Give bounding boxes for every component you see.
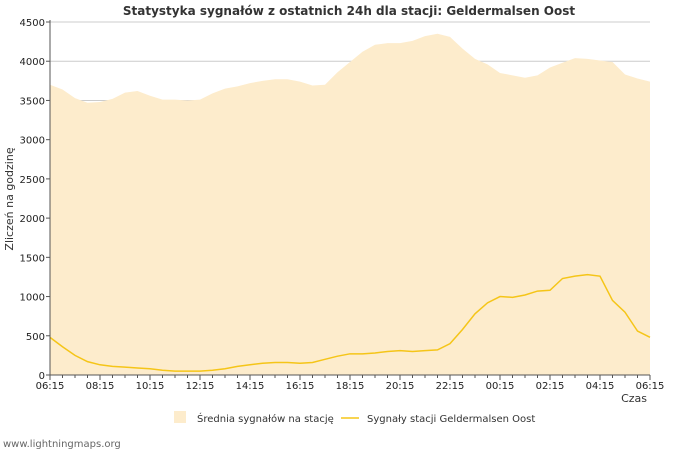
y-tick-label: 3000 [20,136,45,147]
legend-area-label: Średnia sygnałów na stację [197,412,334,425]
y-tick-label: 1500 [20,253,45,264]
x-tick-label: 10:15 [136,381,165,392]
station-signals-line [49,273,651,372]
x-tick-label: 16:15 [286,381,315,392]
average-signals-area [50,33,650,376]
y-tick-label: 4500 [20,18,45,29]
x-tick-label: 04:15 [586,381,615,392]
y-axis-label: Zliczeń na godzinę [3,147,16,250]
y-tick-label: 0 [39,371,45,382]
x-tick-label: 08:15 [86,381,115,392]
legend: Średnia sygnałów na stację Sygnały stacj… [174,411,535,425]
x-tick-label: 14:15 [236,381,265,392]
y-tick-label: 4000 [20,57,45,68]
y-tick-label: 500 [26,332,45,343]
x-tick-label: 06:15 [636,381,665,392]
x-tick-label: 12:15 [186,381,215,392]
y-tick-label: 1000 [20,293,45,304]
y-tick-label: 2000 [20,214,45,225]
x-tick-label: 18:15 [336,381,365,392]
y-tick-label: 2500 [20,175,45,186]
legend-line-label: Sygnały stacji Geldermalsen Oost [367,414,535,425]
x-tick-label: 22:15 [436,381,465,392]
footer-link[interactable]: www.lightningmaps.org [3,439,121,450]
x-tick-label: 00:15 [486,381,515,392]
x-axis-label: Czas [621,392,647,405]
x-tick-label: 06:15 [36,381,65,392]
legend-area-swatch [174,411,186,423]
y-tick-label: 3500 [20,96,45,107]
y-axis-ticks: 0 500 1000 1500 2000 2500 3000 3500 4000 4500 [20,18,50,382]
x-tick-label: 20:15 [386,381,415,392]
x-tick-label: 02:15 [536,381,565,392]
x-axis-ticks: 06:15 08:15 10:15 12:15 14:15 16:15 18:15 20:15… [36,375,665,392]
chart-title: Statystyka sygnałów z ostatnich 24h dla … [123,4,576,18]
